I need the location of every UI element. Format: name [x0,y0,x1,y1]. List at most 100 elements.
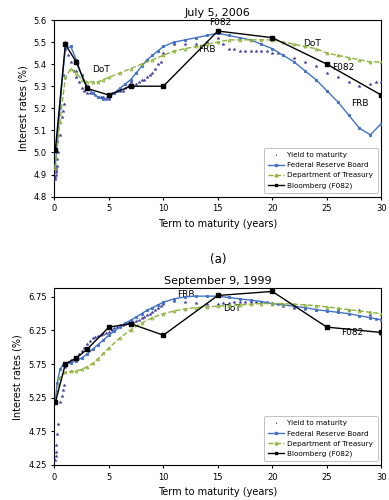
Point [171,40,177,48]
Point [89,334,96,342]
Point [133,80,139,88]
Point [226,299,232,307]
Point [373,315,379,323]
Point [117,86,123,94]
Point [280,52,286,60]
Point [106,328,112,336]
Point [70,67,77,75]
Point [345,306,352,314]
Point [57,131,63,139]
Point [152,64,158,72]
Point [160,298,166,306]
Point [122,84,128,92]
Point [103,329,109,337]
Point [119,321,126,329]
Point [204,38,210,46]
Point [313,62,319,70]
Point [98,94,104,102]
Point [114,323,120,331]
Point [122,320,128,328]
Point [242,47,248,55]
Point [62,364,68,372]
Point [182,298,188,306]
Point [258,47,265,55]
Point [231,44,237,52]
Point [60,100,67,108]
Point [62,362,68,370]
Point [378,330,384,338]
Point [136,78,142,86]
Point [193,299,199,307]
Point [117,321,123,329]
Point [335,306,341,314]
Point [57,398,63,406]
Point [109,326,115,334]
Point [155,60,161,68]
Point [147,71,153,79]
Point [62,44,68,52]
Point [89,89,96,97]
X-axis label: Term to maturity (years): Term to maturity (years) [158,487,277,497]
Point [53,448,59,456]
Point [79,84,85,92]
Point [92,332,98,340]
Point [133,317,139,325]
Point [258,298,265,306]
Title: September 9, 1999: September 9, 1999 [164,276,272,286]
Point [247,47,254,55]
Point [68,356,74,364]
Point [68,58,74,66]
Point [103,96,109,104]
Point [182,40,188,48]
Point [62,38,68,46]
Point [125,82,131,90]
Point [79,348,85,356]
Point [136,316,142,324]
Point [65,358,71,366]
Point [147,310,153,318]
Point [302,58,308,66]
Point [158,58,164,66]
Text: F082: F082 [341,328,363,337]
Point [70,354,77,362]
Point [59,392,65,400]
Legend: Yield to maturity, Federal Reserve Board, Department of Treasury, Bloomberg (F08: Yield to maturity, Federal Reserve Board… [264,416,378,462]
Text: DoT: DoT [93,65,110,74]
Point [65,52,71,60]
Point [269,49,275,57]
Point [160,42,166,50]
Point [81,86,88,94]
Point [100,330,107,338]
Point [313,306,319,314]
Point [373,78,379,86]
Point [149,308,156,316]
Point [247,298,254,306]
Title: July 5, 2006: July 5, 2006 [185,8,251,18]
Point [138,314,145,322]
Point [138,76,145,84]
Point [98,331,104,339]
Point [160,49,166,57]
Point [324,69,330,77]
Point [356,82,363,90]
Point [158,302,164,310]
Point [53,172,59,180]
Point [53,442,60,450]
Point [264,47,270,55]
Point [378,78,384,86]
Point [53,164,60,172]
Point [87,89,93,97]
Point [237,47,243,55]
Point [237,298,243,306]
Point [220,299,226,307]
Point [53,166,59,174]
Point [55,420,61,428]
Point [106,91,112,99]
Point [155,304,161,312]
Point [60,386,66,394]
Point [54,162,60,170]
Point [242,298,248,306]
Point [100,94,107,102]
Point [53,168,59,176]
Point [73,67,79,75]
